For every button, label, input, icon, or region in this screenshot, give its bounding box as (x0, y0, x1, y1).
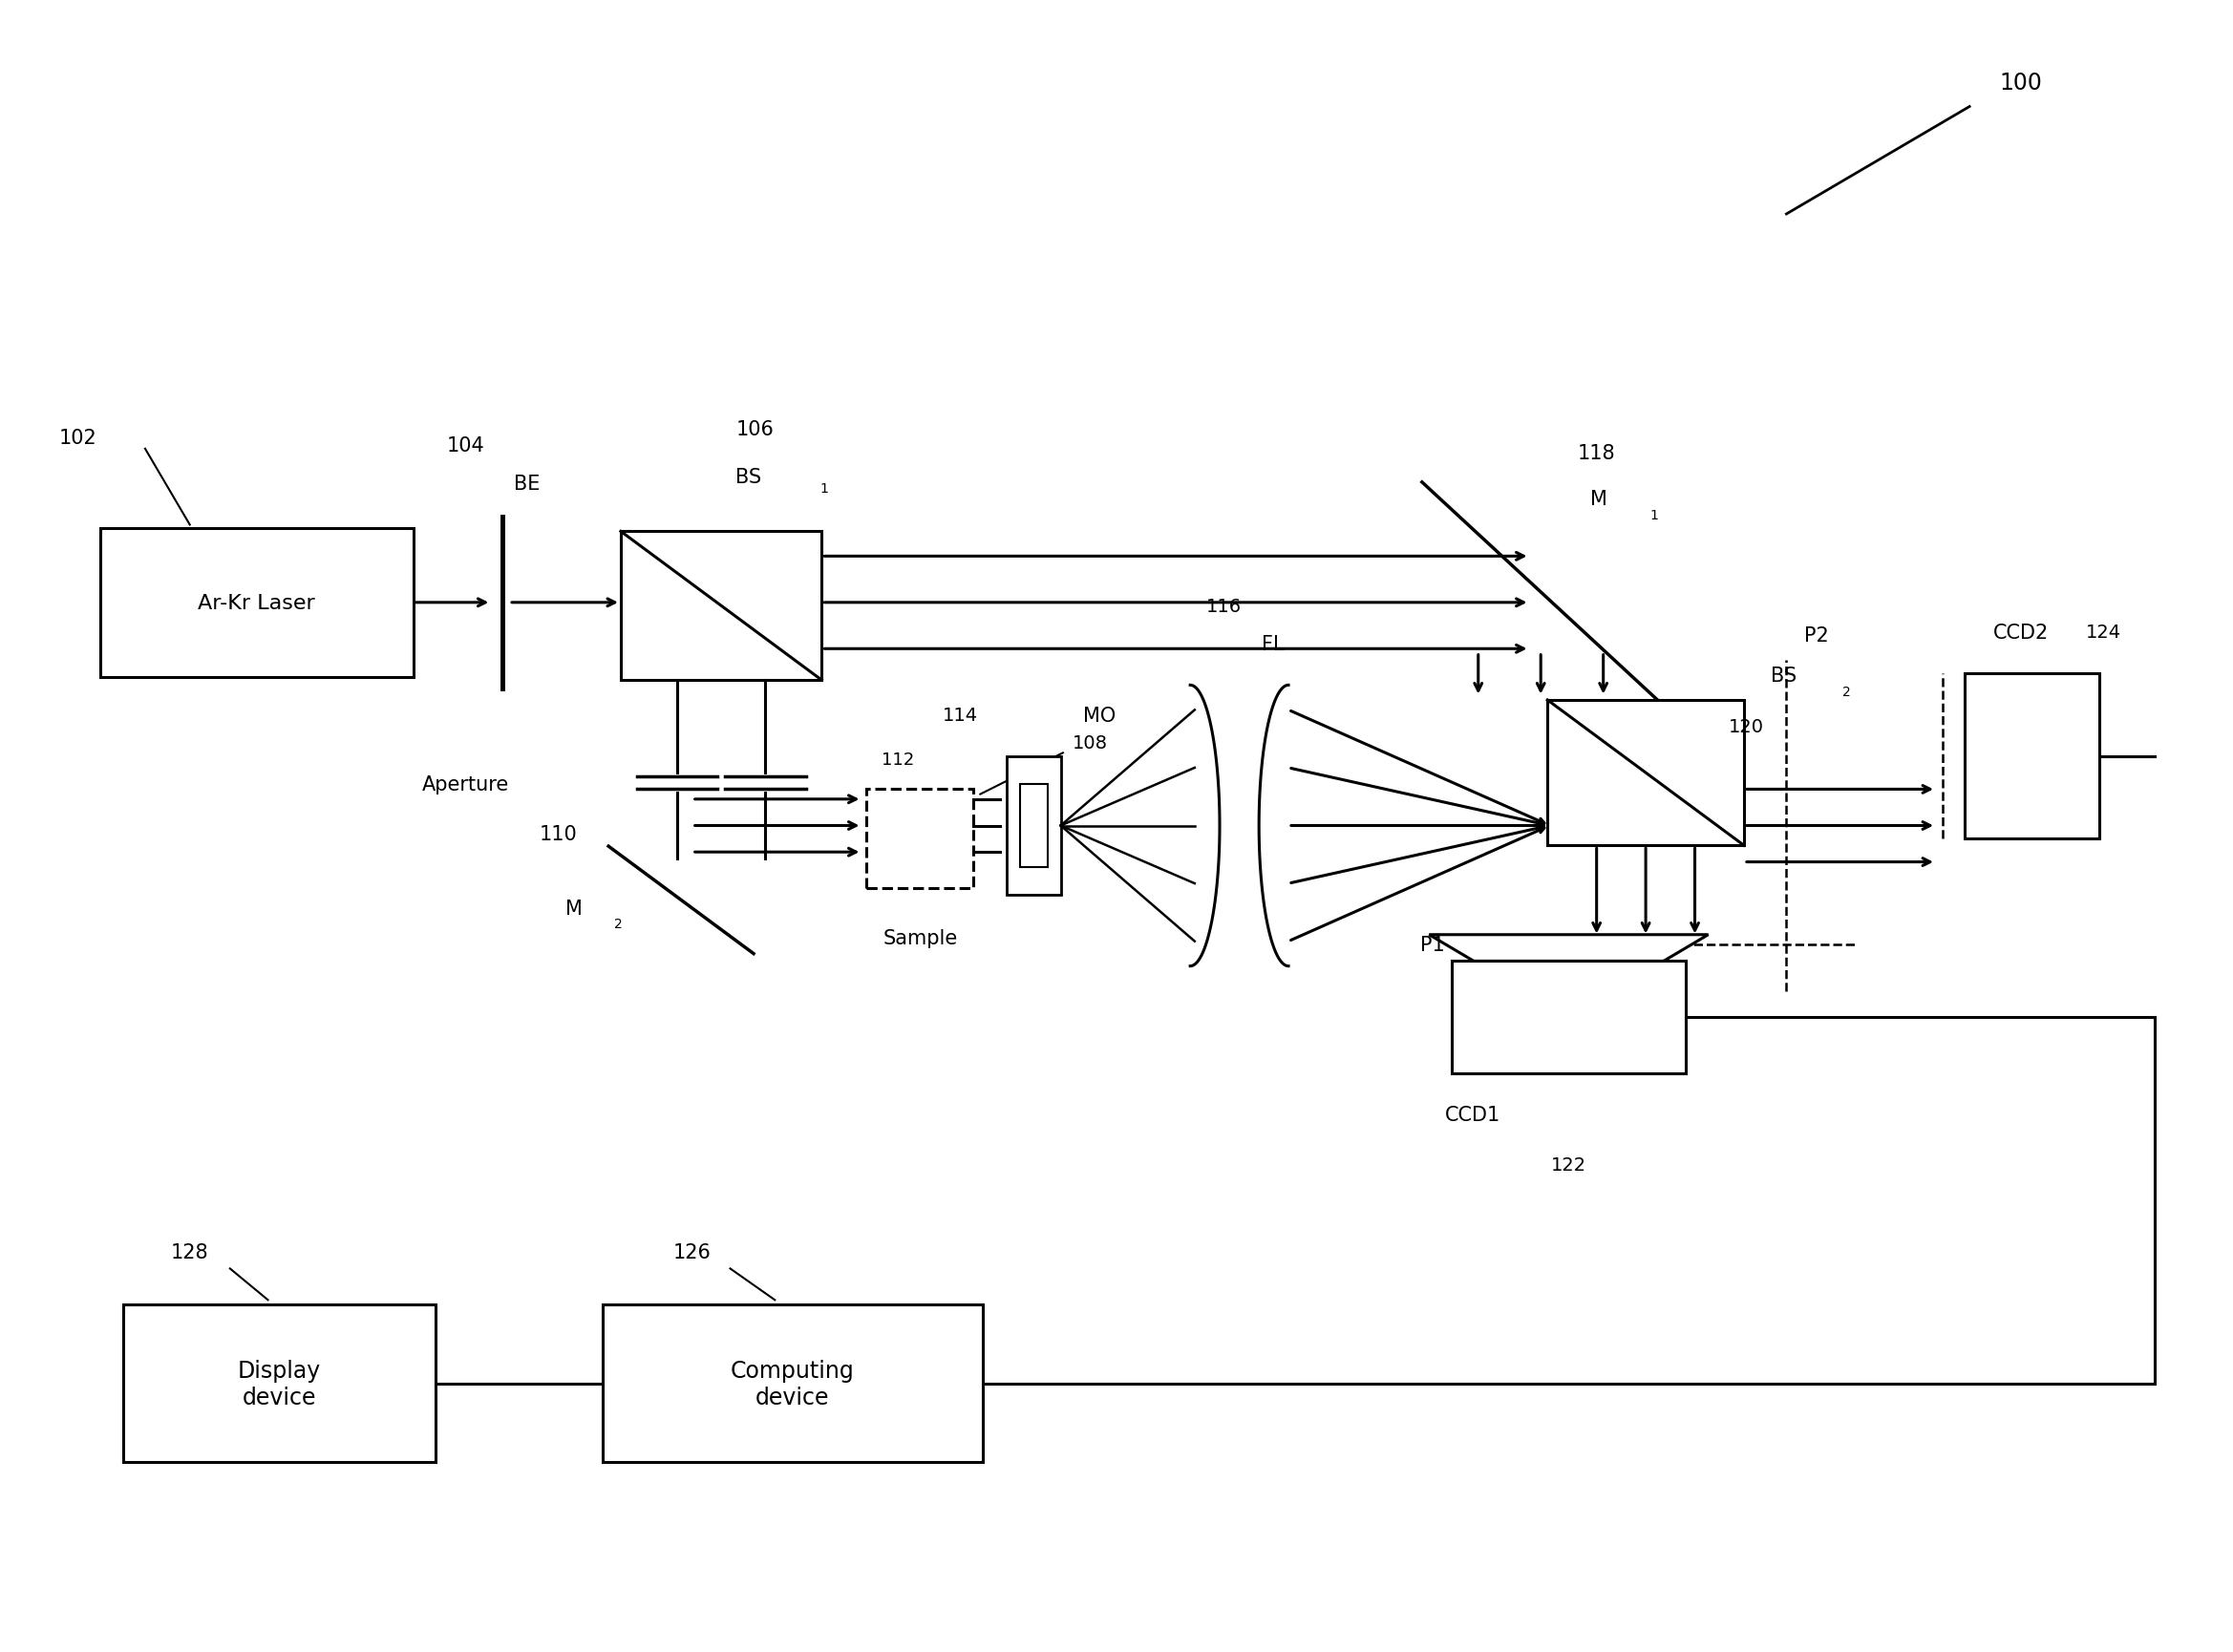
Text: 106: 106 (735, 420, 775, 439)
Bar (1965, 674, 2099, 839)
Text: 114: 114 (942, 707, 978, 724)
Text: 116: 116 (1206, 598, 1242, 615)
Bar (621, 532, 822, 681)
Text: Aperture: Aperture (422, 775, 509, 795)
Text: 110: 110 (538, 824, 578, 844)
Text: 100: 100 (1999, 71, 2043, 94)
Text: 1: 1 (1650, 509, 1659, 522)
Text: BS: BS (735, 468, 761, 487)
Text: 2: 2 (614, 917, 623, 930)
Text: 124: 124 (2086, 624, 2121, 641)
Text: 1: 1 (820, 482, 828, 496)
Text: 112: 112 (882, 752, 913, 768)
Text: 102: 102 (58, 428, 98, 448)
Text: 108: 108 (1072, 735, 1108, 752)
Text: 120: 120 (1728, 719, 1764, 735)
Bar (100, 529, 413, 677)
Bar (1020, 785, 1047, 867)
Bar (1547, 700, 1744, 846)
Text: BE: BE (514, 474, 540, 494)
Text: CCD2: CCD2 (1994, 623, 2048, 643)
Bar (1451, 961, 1686, 1074)
Text: 2: 2 (1842, 686, 1851, 699)
Text: Ar-Kr Laser: Ar-Kr Laser (199, 593, 315, 613)
Bar (1007, 757, 1061, 895)
Text: P2: P2 (1804, 626, 1829, 646)
Text: P1: P1 (1420, 935, 1445, 955)
Text: 122: 122 (1552, 1156, 1585, 1173)
Text: M: M (1590, 489, 1608, 509)
Text: 128: 128 (172, 1242, 208, 1262)
Text: 126: 126 (672, 1242, 712, 1262)
Text: MO: MO (1083, 705, 1116, 725)
Text: M: M (565, 899, 583, 919)
Text: FL: FL (1262, 634, 1284, 654)
Text: 104: 104 (447, 436, 485, 456)
Text: Sample: Sample (882, 928, 958, 948)
Text: CCD1: CCD1 (1445, 1105, 1501, 1125)
Text: Display
device: Display device (237, 1360, 322, 1408)
Text: BS: BS (1771, 666, 1798, 686)
Text: Computing
device: Computing device (730, 1360, 855, 1408)
Bar (603, 1305, 983, 1462)
Polygon shape (1429, 935, 1708, 961)
Bar (123, 1305, 435, 1462)
Text: 118: 118 (1579, 443, 1614, 463)
Bar (866, 790, 974, 889)
